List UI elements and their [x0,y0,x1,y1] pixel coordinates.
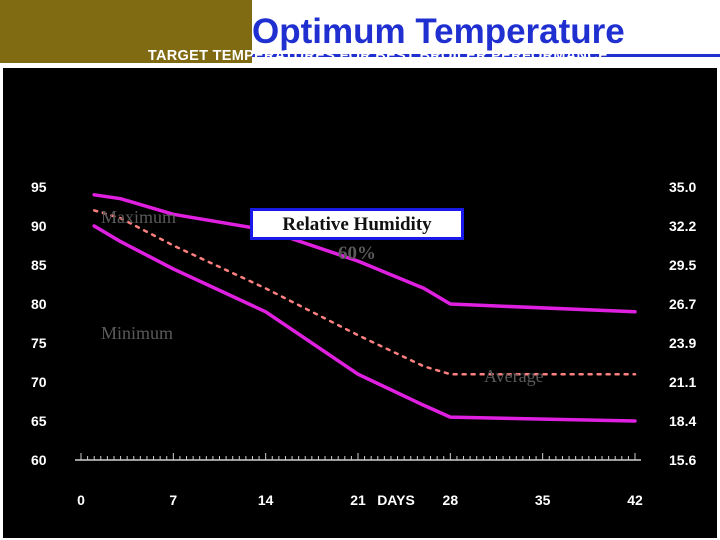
relative-humidity-label: Relative Humidity [282,214,432,235]
x-tick-label: 14 [258,492,274,508]
x-tick-label: 0 [77,492,85,508]
average-series-line [92,209,637,376]
x-tick-label: 21 [350,492,366,508]
y-tick-label-right: 35.0 [669,179,696,195]
y-tick-label-left: 70 [31,374,47,390]
relative-humidity-box [250,208,464,240]
average-series-label: Average [484,366,544,386]
chart-title: TARGET TEMPERATURES FOR BEST BROILER PER… [147,48,609,64]
y-tick-label-left: 60 [31,452,47,468]
y-tick-label-left: 65 [31,413,47,429]
minimum-series-line [92,224,637,423]
y-tick-label-right: 21.1 [669,374,696,390]
minimum-series-label: Minimum [101,323,174,343]
x-tick-label: 28 [443,492,459,508]
maximum-series-line [92,193,637,314]
y-tick-label-right: 29.5 [669,257,696,273]
temperature-chart: 959085807570656035.032.229.526.723.921.1… [31,179,696,508]
y-tick-label-left: 85 [31,257,47,273]
y-tick-label-right: 23.9 [669,335,696,351]
y-tick-label-right: 15.6 [669,452,696,468]
chart-panel: 95 90 85 80 75 70 65 60 35.0 32.2 29.5 26.7 23.9 21.1… [3,68,717,538]
relative-humidity-value: 60% [338,243,376,264]
y-tick-label-right: 26.7 [669,296,696,312]
y-tick-label-left: 95 [31,179,47,195]
y-tick-label-left: 90 [31,218,47,234]
y-tick-label-right: 18.4 [669,413,696,429]
x-tick-label: 7 [169,492,177,508]
y-tick-label-right: 32.2 [669,218,696,234]
y-tick-label-left: 80 [31,296,47,312]
x-tick-label: 35 [535,492,551,508]
title-divider [252,54,720,57]
logo-block [0,0,252,63]
x-tick-label: 42 [627,492,643,508]
y-tick-label-left: 75 [31,335,47,351]
x-axis-label: DAYS [377,492,415,508]
maximum-series-label: Maximum [101,207,176,227]
slide-title: Optimum Temperature [252,12,625,51]
